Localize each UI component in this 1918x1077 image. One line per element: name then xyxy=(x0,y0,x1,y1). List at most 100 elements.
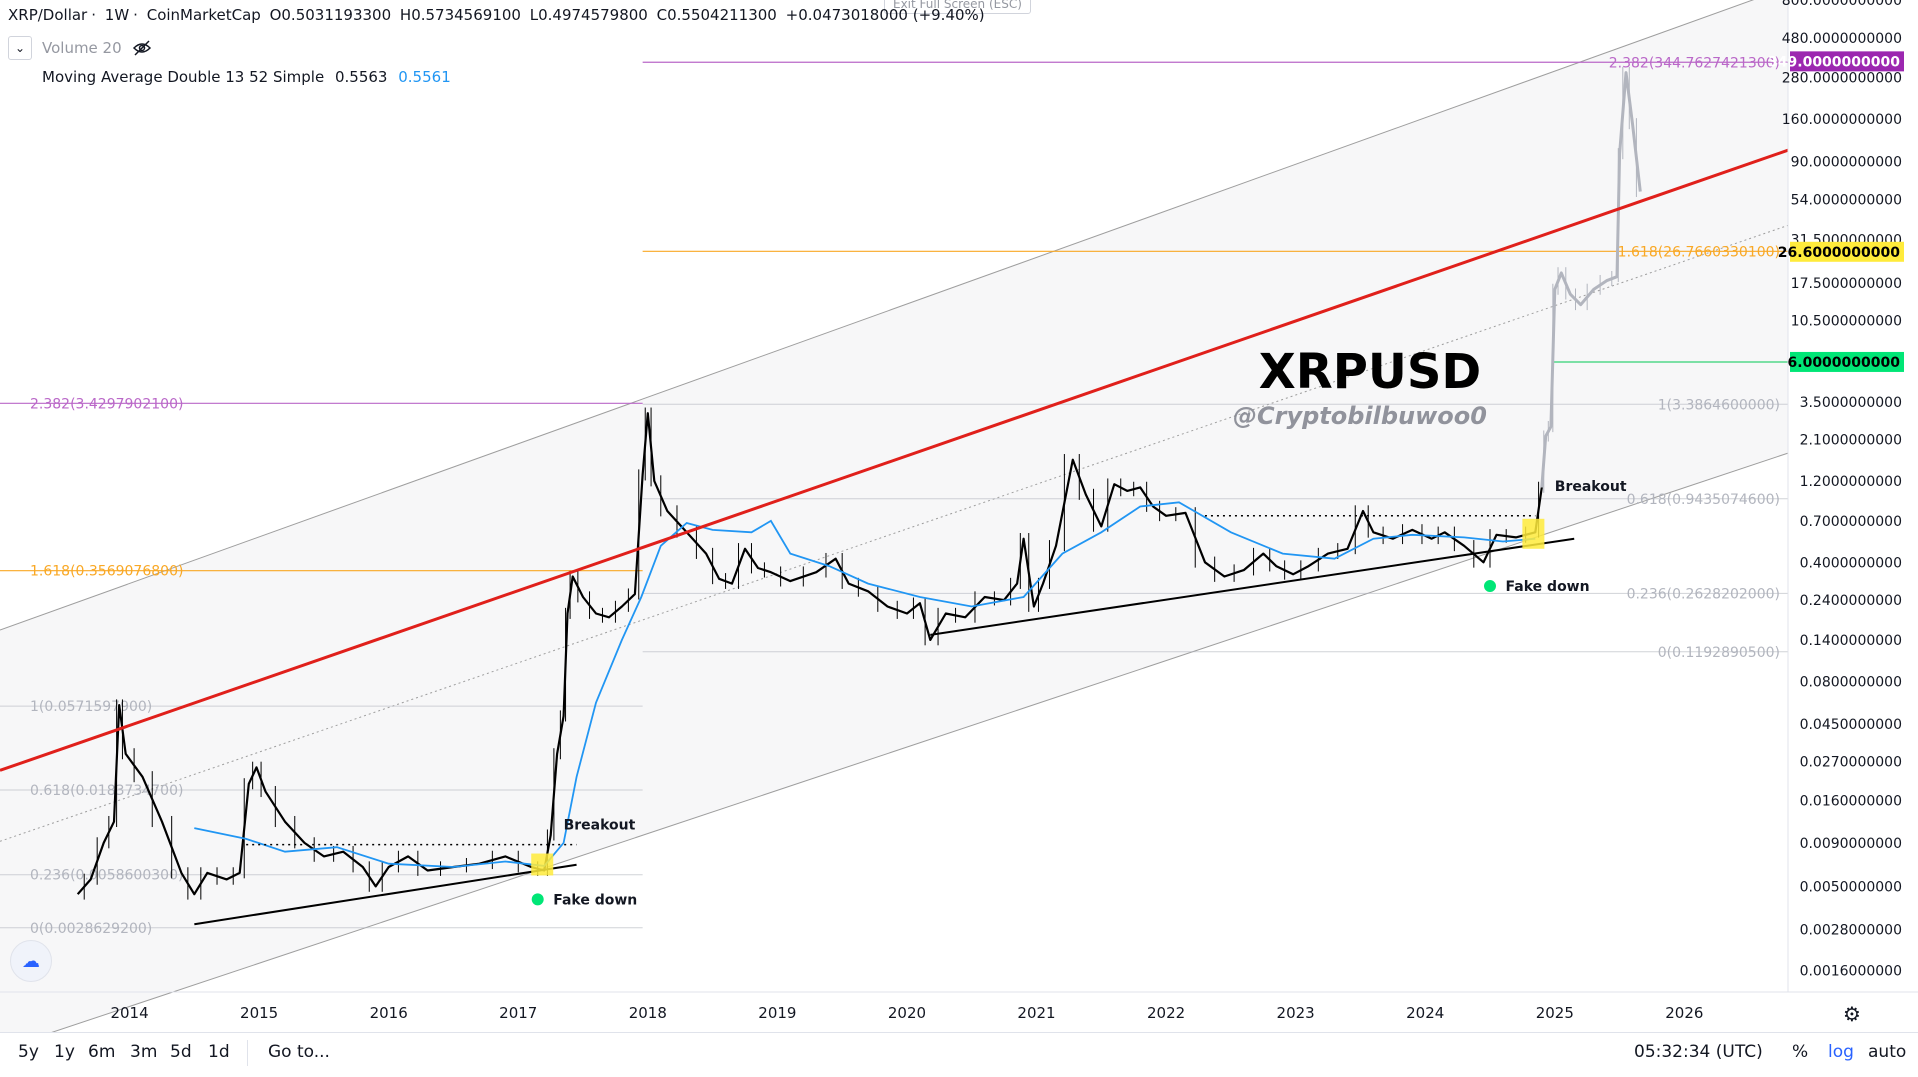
time-axis-tick-label: 2020 xyxy=(888,1004,926,1022)
fib-left-label: 0(0.0028629200) xyxy=(30,921,152,937)
timeframe-3m[interactable]: 3m xyxy=(130,1042,158,1062)
price-axis-tick-label: 17.5000000000 xyxy=(1791,276,1902,292)
fib-right-label: 2.382(344.7627421300) xyxy=(1609,55,1780,71)
price-badge-label: 6.0000000000 xyxy=(1788,355,1901,371)
time-axis-tick-label: 2019 xyxy=(758,1004,796,1022)
fake-down-dot xyxy=(531,893,544,906)
auto-toggle[interactable]: auto xyxy=(1868,1042,1907,1062)
time-axis-tick-label: 2023 xyxy=(1277,1004,1315,1022)
timeframe-6m[interactable]: 6m xyxy=(88,1042,116,1062)
price-axis-tick-label: 0.0270000000 xyxy=(1800,755,1902,771)
ma-slow-value: 0.5561 xyxy=(398,68,451,86)
breakout-annotation: Breakout xyxy=(1555,479,1627,495)
channel-mid-line xyxy=(0,224,1789,842)
price-badge[interactable] xyxy=(1790,241,1904,262)
time-axis-tick-label: 2017 xyxy=(499,1004,537,1022)
red-trendline xyxy=(0,148,1789,772)
fib-left-label: 0.236(0.0058600300) xyxy=(30,868,183,884)
price-axis-tick-label: 0.0800000000 xyxy=(1800,674,1902,690)
source-label: CoinMarketCap xyxy=(146,6,261,24)
price-axis-tick-label: 54.0000000000 xyxy=(1791,192,1902,208)
volume-label: Volume 20 xyxy=(42,39,122,57)
price-axis-tick-label: 2.1000000000 xyxy=(1800,433,1902,449)
fib-left-label: 1.618(0.3569076800) xyxy=(30,564,183,580)
symbol-header: XRP/Dollar · 1W · CoinMarketCap O0.5031193… xyxy=(8,6,985,24)
breakout-highlight xyxy=(1522,518,1545,549)
interval-label[interactable]: 1W xyxy=(104,6,130,24)
price-axis-tick-label: 3.5000000000 xyxy=(1800,395,1902,411)
price-axis-tick-label: 0.7000000000 xyxy=(1800,514,1902,530)
breakout-highlight xyxy=(531,853,554,876)
breakout-annotation: Breakout xyxy=(564,817,636,833)
price-axis-tick-label: 0.0016000000 xyxy=(1800,964,1902,980)
fib-right-label: 0(0.1192890500) xyxy=(1658,645,1780,661)
price-axis-tick-label: 0.2400000000 xyxy=(1800,593,1902,609)
fib-right-label: 0.236(0.2628202000) xyxy=(1627,586,1780,602)
time-axis-tick-label: 2014 xyxy=(110,1004,148,1022)
fake-down-annotation: Fake down xyxy=(553,892,637,908)
price-axis-tick-label: 0.0028000000 xyxy=(1800,922,1902,938)
fib-left-label: 0.618(0.0183734700) xyxy=(30,783,183,799)
fib-right-label: 1.618(26.7660330100) xyxy=(1618,244,1780,260)
timeframe-5y[interactable]: 5y xyxy=(18,1042,39,1062)
time-axis-tick-label: 2016 xyxy=(370,1004,408,1022)
indicator-legend: Moving Average Double 13 52 Simple 0.556… xyxy=(42,68,451,86)
symbol-name[interactable]: XRP/Dollar xyxy=(8,6,88,24)
time-axis-tick-label: 2024 xyxy=(1406,1004,1444,1022)
price-badge[interactable] xyxy=(1790,351,1904,372)
percent-toggle[interactable]: % xyxy=(1792,1042,1809,1062)
channel-fill xyxy=(0,0,1788,1050)
price-axis-tick-label: 0.4000000000 xyxy=(1800,555,1902,571)
timeframe-1y[interactable]: 1y xyxy=(54,1042,75,1062)
low-value: L0.4974579800 xyxy=(529,6,648,24)
support-trendline xyxy=(194,863,577,926)
time-axis-tick-label: 2022 xyxy=(1147,1004,1185,1022)
fib-left-label: 2.382(3.4297902100) xyxy=(30,396,183,412)
price-axis-tick-label: 480.0000000000 xyxy=(1782,31,1902,47)
exit-fullscreen-button[interactable]: Exit Full Screen (ESC) xyxy=(884,0,1031,14)
price-axis-tick-label: 0.0050000000 xyxy=(1800,879,1902,895)
price-axis-tick-label: 280.0000000000 xyxy=(1782,71,1902,87)
change-value: +0.0473018000 (+9.40%) xyxy=(785,6,985,24)
log-toggle[interactable]: log xyxy=(1828,1042,1854,1062)
open-value: O0.5031193300 xyxy=(269,6,392,24)
price-axis-tick-label: 10.5000000000 xyxy=(1791,314,1902,330)
price-axis-tick-label: 0.0160000000 xyxy=(1800,793,1902,809)
indicator-label[interactable]: Moving Average Double 13 52 Simple xyxy=(42,68,325,86)
gear-icon[interactable]: ⚙ xyxy=(1843,1002,1861,1026)
price-axis-tick-label: 1.2000000000 xyxy=(1800,474,1902,490)
watermark: @Cryptobilbuwoo0 xyxy=(1233,402,1487,430)
price-axis-tick-label: 0.1400000000 xyxy=(1800,633,1902,649)
price-axis-tick-label: 90.0000000000 xyxy=(1791,155,1902,171)
tradingview-logo-icon[interactable]: ☁ xyxy=(10,940,52,982)
ma-fast-value: 0.5563 xyxy=(334,68,388,86)
chevron-down-icon[interactable]: ⌄ xyxy=(8,36,32,60)
price-axis-tick-label: 0.0450000000 xyxy=(1800,717,1902,733)
eye-hidden-icon[interactable] xyxy=(132,40,152,56)
price-badge[interactable] xyxy=(1790,51,1904,72)
price-axis-tick-label: 800.0000000000 xyxy=(1782,0,1902,9)
fib-right-label: 1(3.3864600000) xyxy=(1658,397,1780,413)
bottom-toolbar xyxy=(0,1032,1918,1077)
goto-button[interactable]: Go to... xyxy=(268,1042,330,1062)
time-axis-tick-label: 2015 xyxy=(240,1004,278,1022)
channel-upper-line xyxy=(0,0,1755,631)
time-axis-tick-label: 2021 xyxy=(1017,1004,1055,1022)
timeframe-5d[interactable]: 5d xyxy=(170,1042,192,1062)
price-history-series xyxy=(76,412,1543,896)
fib-right-label: 0.618(0.9435074600) xyxy=(1627,492,1780,508)
toolbar-divider xyxy=(247,1040,248,1066)
utc-clock[interactable]: 05:32:34 (UTC) xyxy=(1634,1042,1763,1062)
time-axis-tick-label: 2025 xyxy=(1536,1004,1574,1022)
support-trendline xyxy=(930,537,1575,636)
timeframe-1d[interactable]: 1d xyxy=(208,1042,230,1062)
price-axis-tick-label: 160.0000000000 xyxy=(1782,112,1902,128)
fib-left-label: 1(0.0571597900) xyxy=(30,699,152,715)
moving-average-line xyxy=(194,501,1536,868)
price-axis-tick-label: 0.0090000000 xyxy=(1800,836,1902,852)
volume-row: ⌄ Volume 20 xyxy=(8,36,152,60)
close-value: C0.5504211300 xyxy=(656,6,777,24)
time-axis-tick-label: 2026 xyxy=(1665,1004,1703,1022)
high-value: H0.5734569100 xyxy=(399,6,521,24)
